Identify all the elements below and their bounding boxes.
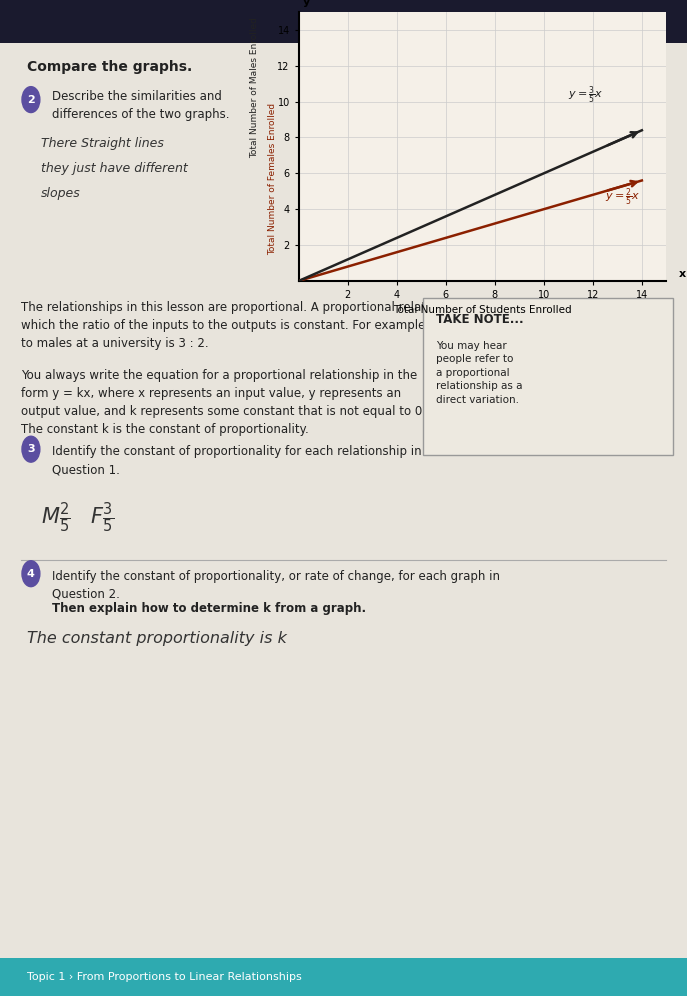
Text: Identify the constant of proportionality, or rate of change, for each graph in
Q: Identify the constant of proportionality… bbox=[52, 570, 499, 601]
Text: slopes: slopes bbox=[41, 187, 81, 200]
Text: $y = \frac{3}{5}x$: $y = \frac{3}{5}x$ bbox=[568, 84, 604, 106]
Text: $y = \frac{2}{5}x$: $y = \frac{2}{5}x$ bbox=[605, 186, 641, 208]
Text: Then explain how to determine k from a graph.: Then explain how to determine k from a g… bbox=[52, 602, 365, 615]
Circle shape bbox=[22, 561, 40, 587]
Text: You always write the equation for a proportional relationship in the
form y = kx: You always write the equation for a prop… bbox=[21, 369, 426, 435]
Text: You may hear
people refer to
a proportional
relationship as a
direct variation.: You may hear people refer to a proportio… bbox=[436, 341, 523, 405]
Text: 4: 4 bbox=[27, 569, 35, 579]
Text: wo-: wo- bbox=[649, 17, 666, 27]
Text: x: x bbox=[679, 269, 686, 279]
Text: $M\frac{2}{5}$   $F\frac{3}{5}$: $M\frac{2}{5}$ $F\frac{3}{5}$ bbox=[41, 500, 114, 535]
Text: Total Number of Males Enrolled: Total Number of Males Enrolled bbox=[249, 17, 259, 157]
Text: Describe the similarities and
differences of the two graphs.: Describe the similarities and difference… bbox=[52, 90, 229, 121]
Text: TAKE NOTE...: TAKE NOTE... bbox=[436, 313, 524, 326]
Text: Total Number of Females Enrolled: Total Number of Females Enrolled bbox=[268, 103, 278, 255]
Text: There Straight lines: There Straight lines bbox=[41, 137, 164, 150]
Text: Topic 1 › From Proportions to Linear Relationships: Topic 1 › From Proportions to Linear Rel… bbox=[27, 972, 302, 982]
Text: Identify the constant of proportionality for each relationship in
Question 1.: Identify the constant of proportionality… bbox=[52, 445, 421, 476]
Text: Compare the graphs.: Compare the graphs. bbox=[27, 60, 193, 74]
Text: The constant proportionality is k: The constant proportionality is k bbox=[27, 631, 287, 646]
Circle shape bbox=[22, 87, 40, 113]
Bar bbox=[0, 958, 687, 996]
Text: The relationships in this lesson are proportional. A proportional relationship i: The relationships in this lesson are pro… bbox=[21, 301, 549, 350]
Text: they just have different: they just have different bbox=[41, 162, 188, 175]
FancyBboxPatch shape bbox=[423, 298, 673, 455]
X-axis label: Total Number of Students Enrolled: Total Number of Students Enrolled bbox=[393, 306, 572, 316]
Text: y: y bbox=[302, 0, 310, 7]
Text: 2: 2 bbox=[27, 95, 35, 105]
Circle shape bbox=[22, 436, 40, 462]
Text: 3: 3 bbox=[27, 444, 35, 454]
Bar bbox=[0, 0, 687, 43]
